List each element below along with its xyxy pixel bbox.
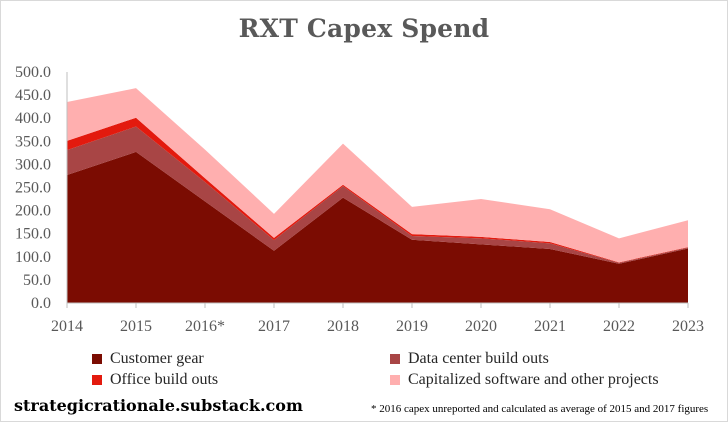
legend-item-data-center-build-outs: Data center build outs (390, 350, 549, 368)
legend-swatch (92, 354, 102, 364)
source-label: strategicrationale.substack.com (14, 396, 303, 415)
footnote: * 2016 capex unreported and calculated a… (371, 403, 709, 415)
legend-item-office-build-outs: Office build outs (92, 371, 218, 389)
legend-label: Data center build outs (408, 350, 549, 367)
y-tick-label: 100.0 (15, 249, 51, 266)
x-tick-label: 2018 (327, 318, 359, 335)
legend-swatch (390, 375, 400, 385)
x-tick-label: 2021 (534, 318, 566, 335)
legend-swatch (390, 354, 400, 364)
y-tick-label: 200.0 (15, 203, 51, 220)
legend-item-customer-gear: Customer gear (92, 350, 204, 368)
chart-title: RXT Capex Spend (238, 14, 490, 43)
y-tick-label: 150.0 (15, 226, 51, 243)
y-tick-label: 250.0 (15, 180, 51, 197)
y-tick-label: 350.0 (15, 133, 51, 150)
x-tick-label: 2017 (258, 318, 290, 335)
x-tick-label: 2016* (185, 318, 225, 335)
series-area-3 (67, 88, 688, 263)
series-area-0 (67, 151, 688, 303)
y-tick-label: 450.0 (15, 87, 51, 104)
x-tick-label: 2019 (396, 318, 428, 335)
series-area-1 (67, 126, 688, 264)
legend-item-capitalized-software: Capitalized software and other projects (390, 371, 659, 389)
legend-label: Customer gear (110, 350, 204, 367)
y-tick-label: 400.0 (15, 110, 51, 127)
legend-label: Office build outs (110, 371, 219, 388)
y-tick-label: 50.0 (23, 272, 51, 289)
x-tick-label: 2022 (603, 318, 635, 335)
y-tick-label: 500.0 (15, 64, 51, 81)
x-tick-label: 2014 (51, 318, 83, 335)
y-tick-label: 300.0 (15, 156, 51, 173)
x-tick-label: 2015 (120, 318, 152, 335)
x-tick-label: 2023 (672, 318, 704, 335)
y-tick-label: 0.0 (31, 295, 51, 312)
legend-swatch (92, 375, 102, 385)
x-tick-label: 2020 (465, 318, 497, 335)
legend-label: Capitalized software and other projects (408, 371, 659, 388)
